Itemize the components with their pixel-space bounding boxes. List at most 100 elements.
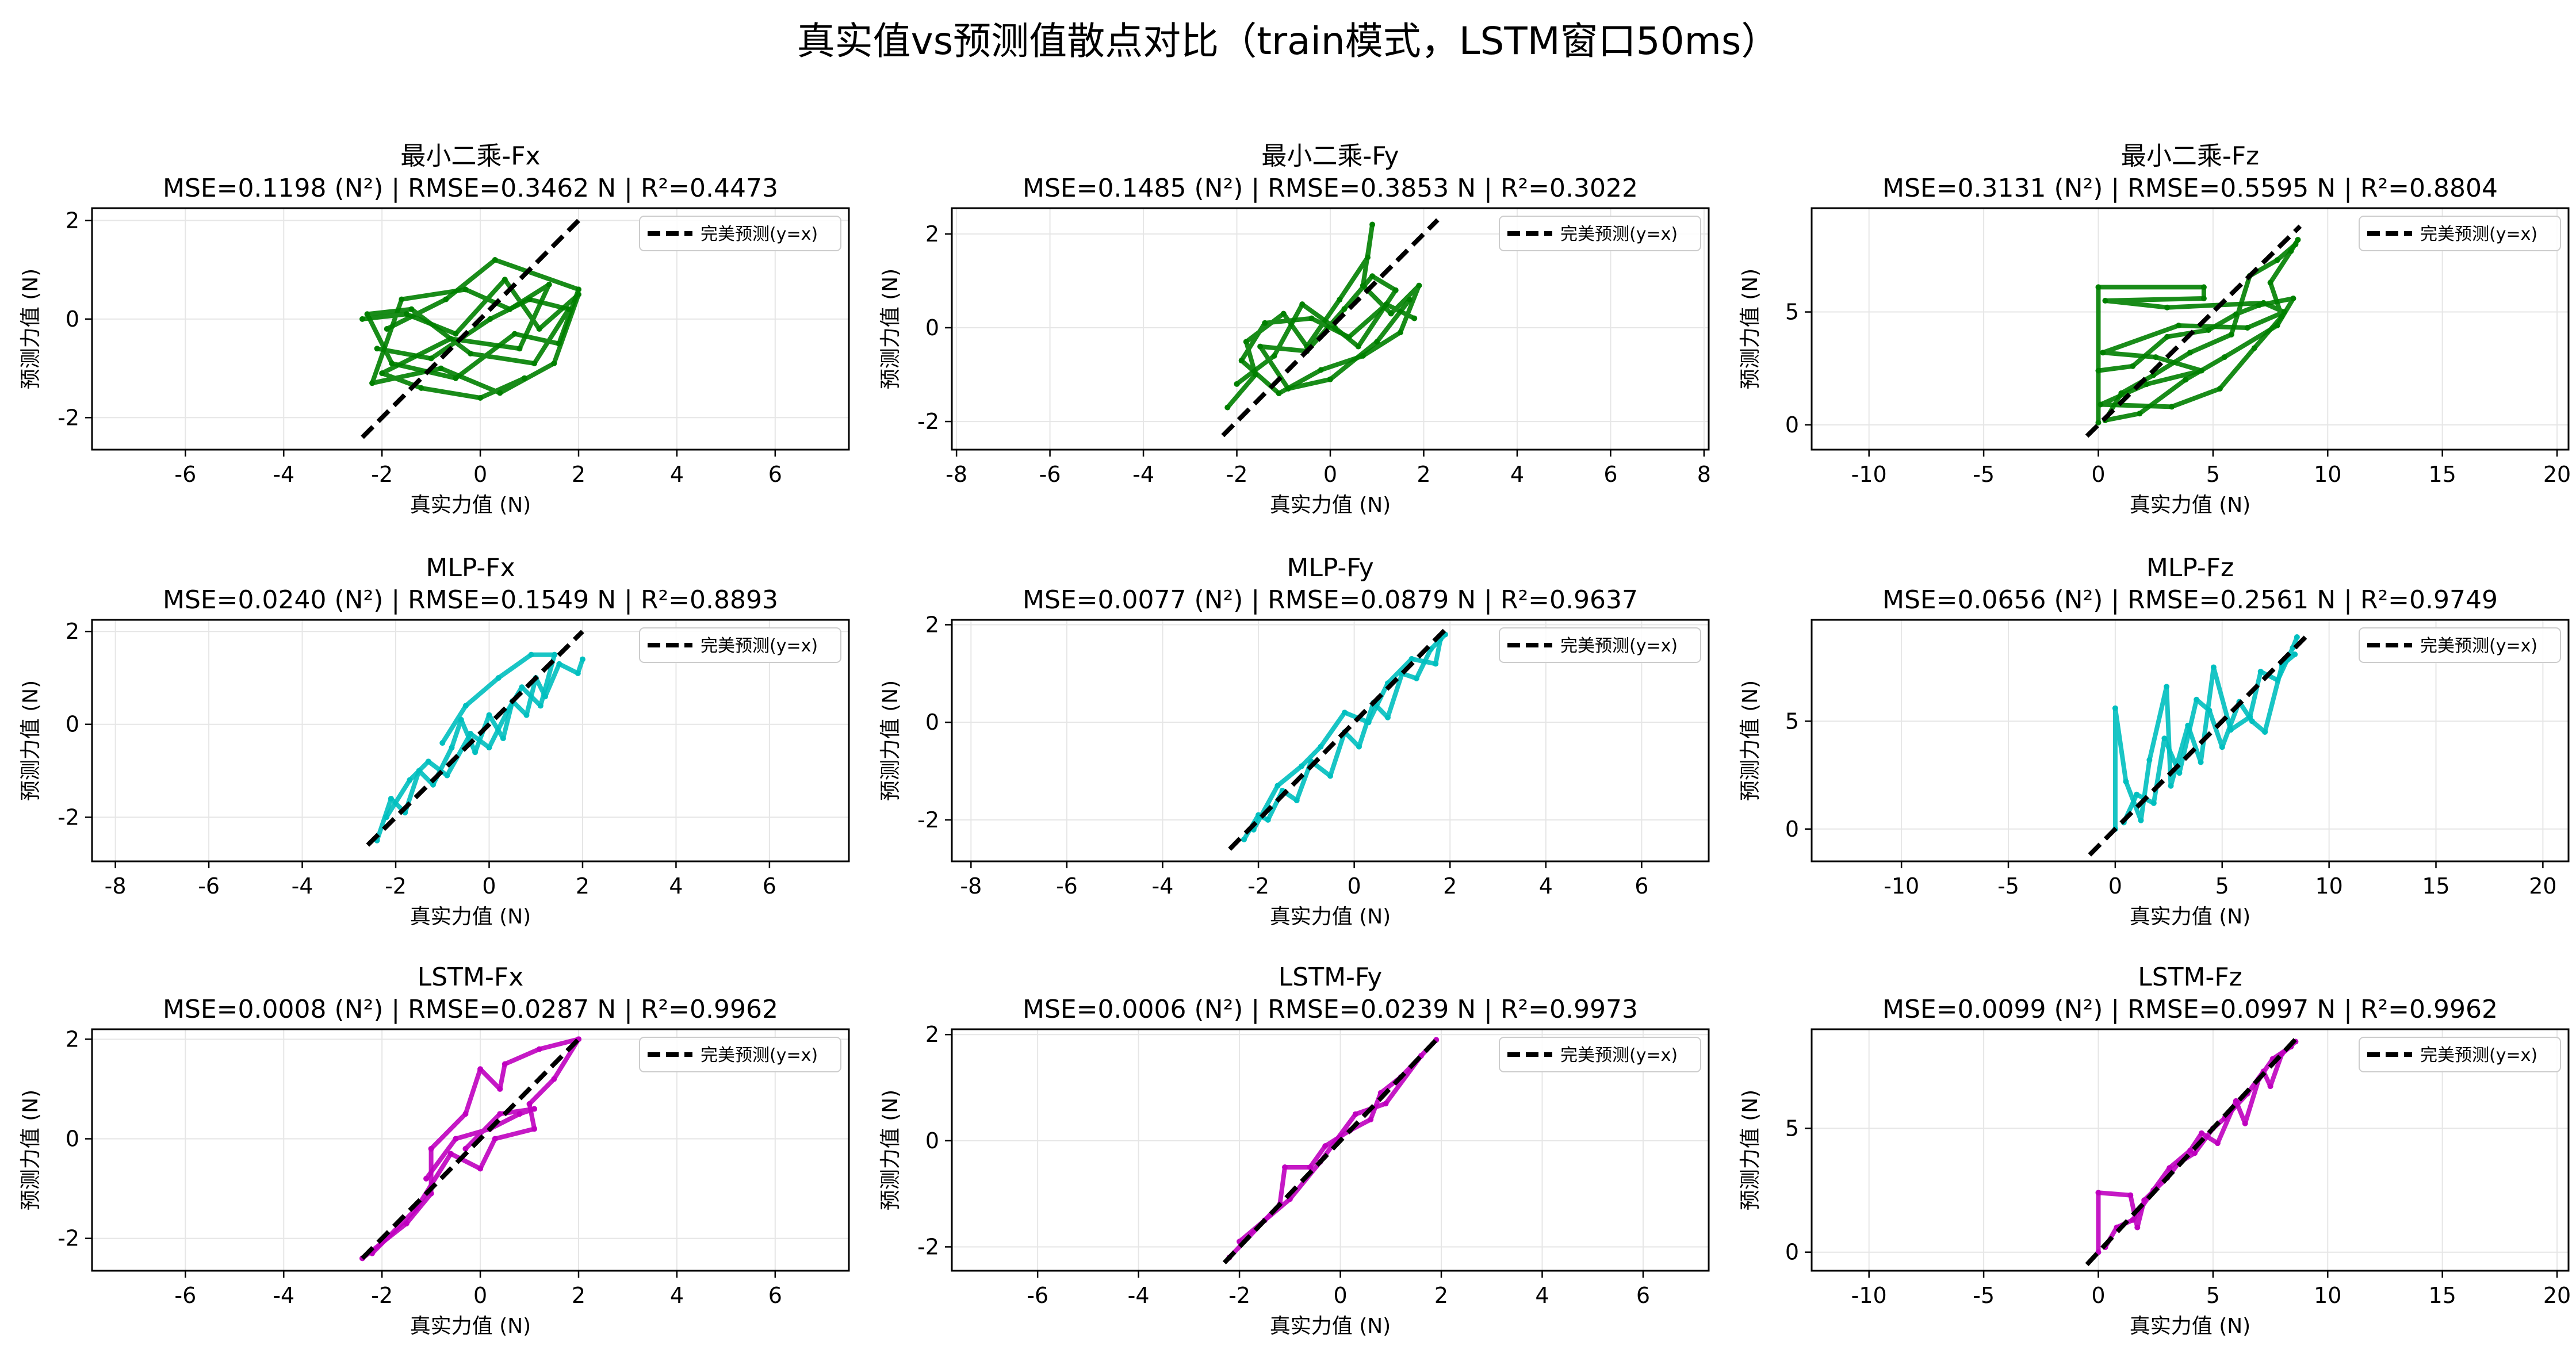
y-axis-label: 预测力值 (N) — [19, 1090, 43, 1210]
x-tick-label: 5 — [2215, 873, 2229, 899]
x-tick-label: 20 — [2529, 873, 2556, 899]
y-tick-label: 0 — [66, 712, 79, 737]
scatter-point — [425, 758, 431, 765]
scatter-point — [2167, 1165, 2173, 1171]
x-tick-label: 0 — [2108, 873, 2122, 899]
legend-label: 完美预测(y=x) — [701, 636, 818, 656]
scatter-point — [1318, 743, 1324, 750]
y-tick-label: 0 — [66, 306, 79, 332]
legend-label: 完美预测(y=x) — [701, 1045, 818, 1065]
subplot-最小二乘-Fy: -8 -6 -4 -2 0 2 4 6 8 -2 0 2 真实力值 (N) 预测力值 (N) 最小二乘-Fy… — [879, 141, 1711, 517]
scatter-point — [2256, 302, 2262, 308]
x-tick-label: 2 — [572, 462, 585, 487]
scatter-point — [1238, 358, 1245, 364]
scatter-point — [2176, 323, 2182, 329]
legend: 完美预测(y=x) — [1499, 1037, 1701, 1072]
scatter-point — [1327, 773, 1333, 779]
subplot-LSTM-Fy: -6 -4 -2 0 2 4 6 -2 0 2 真实力值 (N) 预测力值 (N) LSTM-Fy MSE… — [879, 963, 1710, 1338]
scatter-point — [408, 306, 415, 312]
scatter-point — [523, 712, 530, 718]
scatter-point — [1341, 306, 1348, 312]
y-tick-label: -2 — [58, 1226, 79, 1251]
scatter-point — [1243, 339, 1249, 345]
scatter-point — [447, 1151, 454, 1157]
scatter-point — [1332, 324, 1338, 331]
scatter-point — [1274, 783, 1281, 789]
subplot-MLP-Fy: -8 -6 -4 -2 0 2 4 6 -2 0 2 真实力值 (N) 预测力值 (N) MLP-Fy MS… — [879, 553, 1710, 929]
subplot-LSTM-Fz: -10 -5 0 5 10 15 20 0 5 真实力值 (N) 预测力值 (N) LSTM-Fz MS… — [1739, 963, 2571, 1338]
scatter-point — [1364, 254, 1371, 260]
scatter-point — [2274, 257, 2280, 263]
x-tick-label: 15 — [2422, 873, 2449, 899]
scatter-point — [2095, 367, 2102, 374]
scatter-point — [2183, 377, 2189, 383]
scatter-point — [462, 1111, 469, 1117]
legend-label: 完美预测(y=x) — [2420, 224, 2537, 244]
legend-label: 完美预测(y=x) — [2420, 1045, 2537, 1065]
scatter-point — [2251, 345, 2257, 351]
perfect-prediction-line — [361, 1037, 580, 1260]
scatter-point — [1369, 273, 1376, 279]
x-tick-label: 5 — [2206, 462, 2220, 487]
legend-label: 完美预测(y=x) — [1560, 1045, 1678, 1065]
subplot-metrics: MSE=0.0008 (N²) | RMSE=0.0287 N | R²=0.9… — [163, 995, 778, 1024]
y-tick-label: 2 — [66, 208, 79, 233]
scatter-point — [492, 1136, 498, 1142]
x-tick-label: -2 — [385, 873, 407, 899]
scatter-point — [430, 781, 437, 788]
x-tick-label: 0 — [1323, 462, 1337, 487]
scatter-point — [531, 1106, 538, 1112]
scatter-point — [2295, 236, 2301, 243]
legend: 完美预测(y=x) — [639, 216, 841, 251]
y-axis-label: 预测力值 (N) — [19, 680, 43, 801]
y-tick-label: 2 — [66, 619, 79, 644]
perfect-prediction-line — [2085, 1032, 2302, 1266]
subplot-MLP-Fx: -8 -6 -4 -2 0 2 4 6 -2 0 2 真实力值 (N) 预测力值 (N) MLP-Fx MS… — [19, 553, 850, 929]
scatter-point — [1365, 719, 1372, 726]
scatter-point — [2228, 331, 2234, 338]
scatter-point — [1369, 221, 1376, 228]
x-tick-label: 0 — [473, 462, 487, 487]
scatter-point — [1299, 763, 1305, 769]
scatter-point — [486, 745, 492, 751]
perfect-prediction-line — [361, 218, 580, 439]
scatter-point — [531, 361, 538, 366]
scatter-point — [526, 296, 533, 302]
scatter-point — [477, 1066, 484, 1072]
scatter-point — [575, 670, 581, 676]
scatter-point — [2233, 311, 2239, 317]
scatter-point — [477, 1166, 484, 1172]
scatter-point — [531, 1126, 538, 1132]
scatter-point — [579, 656, 585, 662]
subplot-最小二乘-Fx: -6 -4 -2 0 2 4 6 -2 0 2 真实力值 (N) 预测力值 (N) 最小二乘-Fx MSE… — [19, 141, 850, 517]
scatter-point — [438, 365, 444, 371]
subplot-title: LSTM-Fz — [2138, 963, 2242, 992]
x-tick-label: 6 — [1635, 873, 1648, 899]
scatter-point — [1388, 310, 1394, 317]
scatter-point — [1341, 710, 1348, 716]
scatter-point — [1282, 1164, 1288, 1170]
scatter-point — [477, 395, 484, 401]
x-tick-label: 0 — [482, 873, 496, 899]
scatter-point — [2294, 634, 2300, 640]
x-tick-label: -2 — [371, 1283, 393, 1308]
scatter-point — [1322, 1143, 1329, 1149]
x-tick-label: -4 — [1152, 873, 1174, 899]
y-axis-label: 预测力值 (N) — [1739, 680, 1762, 801]
scatter-point — [2118, 390, 2125, 396]
scatter-point — [1411, 315, 1418, 321]
x-tick-label: 0 — [2091, 1283, 2105, 1308]
x-tick-label: -6 — [1039, 462, 1061, 487]
y-tick-label: 0 — [1785, 1240, 1799, 1265]
scatter-point — [383, 814, 389, 821]
scatter-point — [399, 296, 405, 302]
scatter-point — [2164, 304, 2171, 310]
scatter-point — [444, 772, 450, 779]
scatter-point — [1384, 714, 1391, 720]
scatter-point — [497, 1111, 503, 1117]
scatter-point — [428, 355, 434, 362]
subplot-metrics: MSE=0.0006 (N²) | RMSE=0.0239 N | R²=0.9… — [1023, 995, 1638, 1024]
scatter-point — [453, 1136, 459, 1142]
scatter-point — [516, 1111, 523, 1117]
scatter-point — [2214, 1140, 2221, 1147]
